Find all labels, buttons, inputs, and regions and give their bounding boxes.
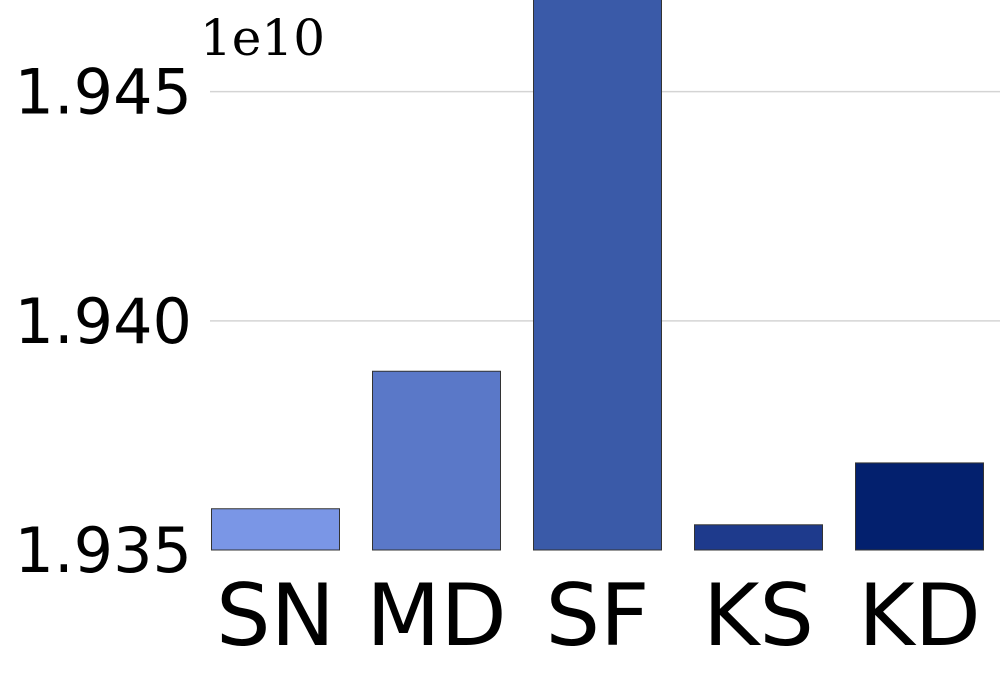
y-tick-label: 1.940: [15, 285, 193, 358]
x-tick-label-ks: KS: [703, 566, 814, 666]
y-tick-label: 1.945: [15, 56, 193, 129]
x-tick-label-sn: SN: [216, 566, 335, 666]
axis-multiplier-label: 1e10: [200, 9, 325, 67]
x-tick-label-kd: KD: [858, 566, 981, 666]
x-tick-labels: SN MD SF KS KD: [216, 566, 981, 666]
y-tick-label: 1.935: [15, 514, 193, 587]
bar-sf: [533, 0, 662, 551]
x-tick-label-sf: SF: [545, 566, 649, 666]
bar-md: [372, 370, 501, 551]
x-tick-label-md: MD: [366, 566, 506, 666]
bar-sn: [211, 508, 340, 551]
bars: [211, 0, 984, 551]
bar-ks: [694, 524, 823, 551]
y-tick-labels: 1.935 1.940 1.945: [15, 56, 193, 587]
bar-kd: [855, 462, 984, 551]
